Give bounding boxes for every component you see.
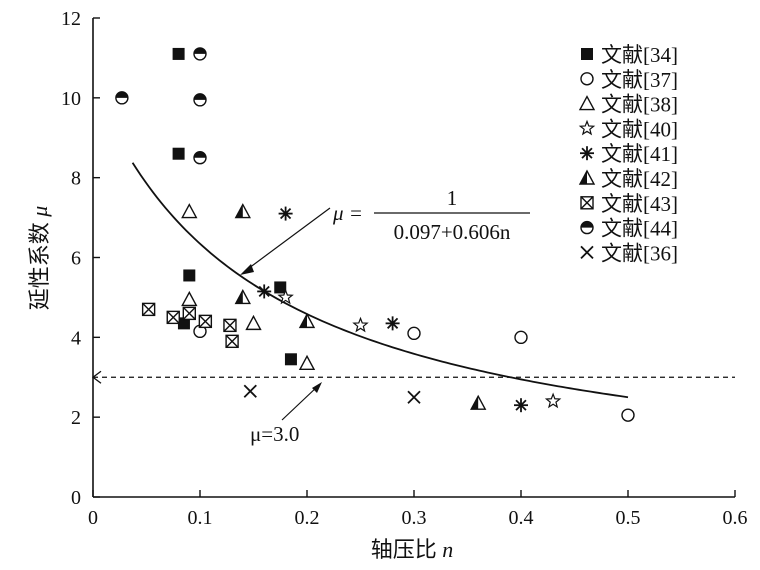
fit-formula-arrowhead — [240, 264, 254, 275]
x-tick-label-5: 0.5 — [616, 507, 641, 529]
reference-label-arrowhead — [312, 382, 322, 393]
point-s7-1 — [193, 47, 207, 61]
x-axis-title-text: 轴压比 — [371, 537, 443, 562]
legend: 文献[34]文献[37]文献[38]文献[40]文献[41]文献[42]文献[4… — [578, 43, 678, 265]
legend-label-7: 文献[44] — [601, 217, 678, 241]
reference-line-label: μ=3.0 — [250, 422, 299, 446]
point-s8-1 — [407, 390, 421, 404]
point-s4-1 — [257, 284, 272, 299]
x-axis-title: 轴压比 n — [371, 537, 454, 562]
fit-formula-arrow — [244, 207, 331, 272]
fit-curve-group — [131, 162, 629, 399]
point-s8-0 — [243, 384, 257, 398]
legend-marker-4 — [580, 146, 594, 161]
x-tick-label-1: 0.1 — [188, 507, 213, 529]
point-s6-3 — [198, 314, 213, 329]
annotations: μ = 1 0.097+0.606n μ=3.0 — [240, 186, 530, 446]
legend-marker-6 — [580, 196, 594, 210]
x-tick-label-3: 0.3 — [402, 507, 427, 529]
reference-line-arrowhead — [91, 370, 102, 384]
point-s1-3 — [621, 408, 635, 422]
point-s6-1 — [166, 310, 180, 325]
point-s1-1 — [407, 326, 421, 341]
fit-formula-lhs: μ = — [332, 201, 363, 225]
point-s5-2 — [298, 312, 316, 329]
y-tick-label-3: 6 — [71, 248, 81, 270]
point-s6-0 — [141, 302, 156, 317]
point-s4-3 — [514, 398, 528, 413]
y-axis-title-var: μ — [27, 206, 52, 218]
point-s5-1 — [234, 288, 251, 305]
fit-curve — [131, 162, 629, 399]
legend-marker-5 — [578, 169, 596, 185]
data-points — [115, 47, 635, 422]
point-s6-4 — [223, 318, 237, 333]
point-s6-5 — [225, 334, 239, 349]
point-s2-1 — [181, 290, 198, 307]
point-s1-2 — [514, 330, 528, 345]
reference-label-arrow — [281, 385, 319, 421]
point-s7-3 — [193, 151, 207, 165]
x-tick-label-0: 0 — [88, 507, 98, 529]
point-s0-0 — [172, 47, 185, 60]
y-tick-label-2: 4 — [71, 327, 81, 349]
fit-formula-numerator: 1 — [447, 186, 458, 210]
legend-label-2: 文献[38] — [601, 93, 678, 117]
y-tick-label-5: 10 — [61, 88, 81, 110]
y-axis-title-text: 延性系数 — [27, 217, 52, 311]
legend-label-4: 文献[41] — [601, 142, 678, 166]
point-s2-3 — [298, 354, 316, 370]
point-s2-0 — [181, 203, 198, 219]
y-tick-label-6: 12 — [61, 8, 81, 30]
point-s0-5 — [284, 353, 297, 366]
axis-titles: 轴压比 n 延性系数 μ — [27, 206, 453, 562]
point-s5-0 — [234, 203, 251, 219]
legend-marker-3 — [578, 119, 596, 136]
y-tick-label-4: 8 — [71, 168, 81, 190]
legend-marker-1 — [580, 72, 594, 86]
point-s3-2 — [544, 392, 562, 409]
legend-label-0: 文献[34] — [601, 43, 678, 67]
legend-marker-7 — [580, 220, 594, 235]
chart-ticks: 0 0.1 0.2 0.3 0.4 0.5 0.6 0 2 4 6 8 10 12 — [61, 8, 748, 529]
point-s3-1 — [352, 316, 369, 333]
point-s0-2 — [183, 269, 196, 282]
x-tick-label-4: 0.4 — [509, 507, 534, 529]
point-s7-2 — [193, 93, 207, 107]
x-tick-label-2: 0.2 — [295, 507, 320, 529]
legend-marker-8 — [580, 245, 594, 260]
point-s0-4 — [274, 281, 287, 294]
point-s4-2 — [385, 316, 400, 331]
legend-marker-0 — [581, 48, 593, 60]
point-s2-2 — [245, 314, 262, 331]
legend-label-1: 文献[37] — [601, 68, 678, 92]
legend-marker-2 — [578, 95, 596, 111]
point-s5-3 — [470, 394, 487, 410]
x-tick-label-6: 0.6 — [723, 507, 748, 529]
legend-label-5: 文献[42] — [601, 167, 678, 191]
x-axis-title-var: n — [442, 537, 453, 562]
legend-label-8: 文献[36] — [601, 241, 678, 265]
point-s3-0 — [277, 288, 294, 305]
reference-line-group — [91, 370, 735, 384]
legend-label-3: 文献[40] — [601, 117, 678, 141]
y-tick-label-1: 2 — [71, 407, 81, 429]
point-s7-0 — [115, 91, 129, 105]
point-s4-0 — [278, 206, 293, 221]
point-s6-2 — [182, 306, 197, 321]
y-tick-label-0: 0 — [71, 487, 81, 509]
fit-formula-denominator: 0.097+0.606n — [394, 220, 511, 244]
point-s0-1 — [172, 147, 185, 160]
point-s0-3 — [177, 317, 190, 330]
legend-label-6: 文献[43] — [601, 192, 678, 216]
y-axis-title: 延性系数 μ — [27, 206, 52, 311]
